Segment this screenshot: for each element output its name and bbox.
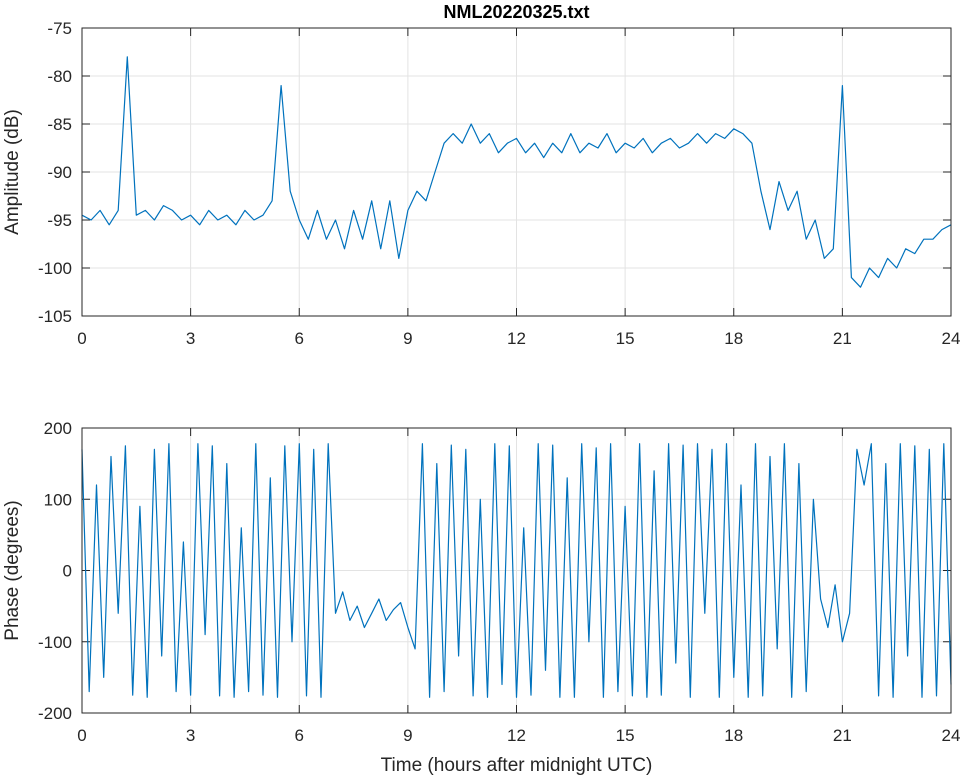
y-tick-label: -200 bbox=[38, 704, 72, 723]
y-axis-label: Phase (degrees) bbox=[2, 500, 23, 640]
data-line bbox=[81, 443, 952, 698]
axes-box bbox=[81, 27, 952, 317]
x-tick-label: 0 bbox=[77, 726, 86, 745]
y-tick-label: -100 bbox=[38, 259, 72, 278]
x-tick-label: 21 bbox=[833, 726, 852, 745]
x-tick-label: 9 bbox=[403, 726, 412, 745]
x-tick-label: 15 bbox=[616, 329, 635, 348]
y-tick-label: 100 bbox=[44, 490, 72, 509]
x-tick-label: 12 bbox=[507, 726, 526, 745]
chart-title: NML20220325.txt bbox=[443, 2, 589, 22]
x-tick-label: 6 bbox=[295, 726, 304, 745]
y-tick-label: 0 bbox=[63, 562, 72, 581]
y-tick-label: -80 bbox=[47, 67, 72, 86]
x-tick-label: 6 bbox=[295, 329, 304, 348]
x-tick-label: 18 bbox=[724, 329, 743, 348]
y-tick-label: -95 bbox=[47, 211, 72, 230]
x-axis-label: Time (hours after midnight UTC) bbox=[381, 755, 653, 776]
y-tick-label: -85 bbox=[47, 115, 72, 134]
y-axis-label: Amplitude (dB) bbox=[2, 109, 23, 235]
x-tick-label: 18 bbox=[724, 726, 743, 745]
x-tick-label: 21 bbox=[833, 329, 852, 348]
y-tick-label: -100 bbox=[38, 633, 72, 652]
data-line bbox=[81, 56, 952, 288]
x-tick-label: 24 bbox=[942, 329, 961, 348]
y-tick-label: -90 bbox=[47, 163, 72, 182]
y-tick-label: -105 bbox=[38, 307, 72, 326]
y-tick-label: 200 bbox=[44, 419, 72, 438]
x-tick-label: 15 bbox=[616, 726, 635, 745]
x-tick-label: 0 bbox=[77, 329, 86, 348]
y-tick-label: -75 bbox=[47, 19, 72, 38]
x-tick-label: 3 bbox=[186, 726, 195, 745]
axes-box bbox=[81, 427, 952, 714]
x-tick-label: 9 bbox=[403, 329, 412, 348]
x-tick-label: 24 bbox=[942, 726, 961, 745]
x-tick-label: 12 bbox=[507, 329, 526, 348]
x-tick-label: 3 bbox=[186, 329, 195, 348]
